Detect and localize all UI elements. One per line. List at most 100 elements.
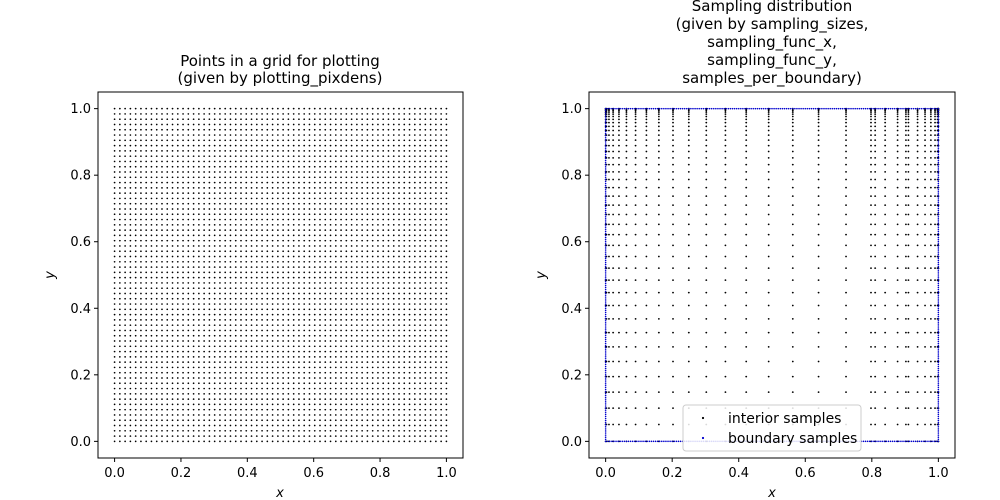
grid-point: [240, 213, 242, 216]
grid-point: [308, 334, 311, 337]
grid-point: [329, 144, 332, 147]
grid-point: [192, 187, 195, 189]
grid-point: [145, 160, 148, 163]
grid-point: [155, 202, 158, 205]
interior-sample: [724, 195, 727, 198]
grid-point: [240, 260, 242, 263]
interior-sample: [874, 360, 877, 363]
grid-point: [424, 160, 427, 163]
grid-point: [413, 165, 416, 168]
interior-sample: [905, 213, 907, 216]
grid-point: [150, 171, 153, 173]
grid-point: [161, 181, 163, 184]
grid-point: [371, 282, 374, 284]
grid-point: [224, 350, 227, 353]
grid-point: [435, 414, 437, 416]
grid-point: [282, 107, 284, 110]
grid-point: [229, 424, 232, 427]
grid-point: [324, 356, 327, 358]
grid-point: [208, 171, 211, 173]
grid-point: [271, 239, 274, 242]
grid-point: [271, 361, 274, 363]
interior-sample: [687, 244, 690, 247]
grid-point: [345, 340, 348, 342]
grid-point: [356, 197, 358, 200]
grid-point: [145, 356, 148, 358]
grid-point: [155, 340, 158, 342]
grid-point: [119, 223, 121, 226]
grid-point: [303, 382, 306, 385]
grid-point: [350, 440, 353, 443]
grid-point: [408, 107, 411, 110]
grid-point: [334, 356, 337, 358]
interior-sample: [657, 255, 660, 258]
grid-point: [435, 371, 437, 374]
grid-point: [171, 128, 174, 131]
grid-point: [371, 260, 374, 263]
grid-point: [129, 176, 132, 179]
grid-point: [445, 260, 448, 263]
interior-sample: [608, 113, 610, 116]
grid-point: [266, 139, 269, 142]
interior-sample: [608, 233, 610, 236]
grid-point: [145, 387, 148, 390]
grid-point: [387, 128, 390, 131]
interior-sample: [618, 391, 620, 394]
grid-point: [261, 371, 263, 374]
grid-point: [350, 282, 353, 284]
grid-point: [213, 361, 216, 363]
grid-point: [245, 377, 248, 379]
grid-point: [361, 176, 363, 179]
grid-point: [250, 276, 253, 279]
grid-point: [282, 329, 284, 332]
grid-point: [298, 361, 300, 363]
grid-point: [161, 356, 163, 358]
grid-point: [171, 371, 174, 374]
grid-point: [166, 398, 169, 400]
grid-point: [176, 319, 179, 321]
grid-point: [182, 266, 184, 268]
interior-sample: [724, 267, 727, 270]
grid-point: [171, 313, 174, 316]
grid-point: [382, 387, 385, 390]
grid-point: [277, 308, 279, 311]
grid-point: [303, 356, 306, 358]
grid-point: [229, 435, 232, 437]
grid-point: [187, 218, 190, 221]
grid-point: [303, 113, 306, 115]
grid-point: [124, 144, 126, 147]
grid-point: [356, 303, 358, 305]
grid-point: [403, 128, 406, 131]
grid-point: [224, 160, 227, 163]
grid-point: [255, 435, 258, 437]
interior-sample: [845, 244, 847, 247]
grid-point: [398, 324, 400, 327]
interior-sample: [767, 115, 770, 118]
grid-point: [171, 429, 174, 432]
grid-point: [435, 260, 437, 263]
grid-point: [255, 424, 258, 427]
grid-point: [187, 440, 190, 443]
grid-point: [124, 414, 126, 416]
grid-point: [240, 197, 242, 200]
grid-point: [292, 192, 295, 194]
grid-point: [350, 213, 353, 216]
grid-point: [140, 440, 142, 443]
grid-point: [134, 292, 137, 295]
grid-point: [261, 276, 263, 279]
interior-sample: [645, 150, 648, 153]
grid-point: [435, 276, 437, 279]
interior-sample: [657, 121, 660, 124]
grid-point: [161, 371, 163, 374]
grid-point: [350, 155, 353, 158]
grid-point: [366, 313, 369, 316]
grid-point: [182, 414, 184, 416]
grid-point: [192, 223, 195, 226]
grid-point: [219, 292, 221, 295]
grid-point: [424, 387, 427, 390]
grid-point: [334, 324, 337, 327]
grid-point: [319, 171, 321, 173]
grid-point: [398, 403, 400, 406]
grid-point: [166, 123, 169, 126]
interior-sample: [874, 178, 877, 181]
